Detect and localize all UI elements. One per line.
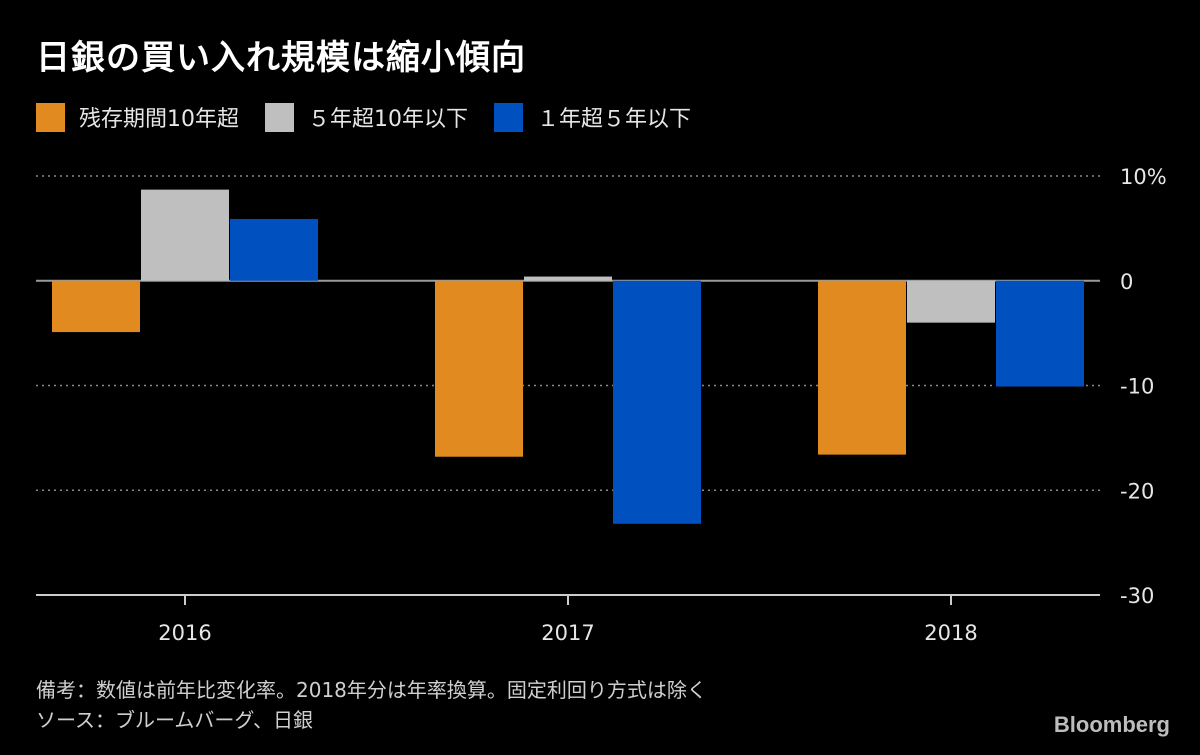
bar-2018-series-3: [996, 280, 1084, 387]
bar-2018-series-1: [818, 280, 906, 455]
legend-swatch-series-2: [265, 102, 294, 132]
x-tick-label: 2018: [924, 621, 977, 645]
bar-2017-series-2: [524, 276, 612, 281]
legend: 残存期間10年超 ５年超10年以下 １年超５年以下: [36, 100, 717, 134]
y-tick-label: -30: [1120, 584, 1154, 608]
legend-item-series-2: ５年超10年以下: [265, 101, 468, 133]
bar-2018-series-2: [907, 280, 995, 323]
bar-2017-series-3: [613, 280, 701, 524]
legend-swatch-series-1: [36, 102, 65, 132]
y-tick-label: -10: [1120, 375, 1154, 399]
y-tick-label: -20: [1120, 479, 1154, 503]
bar-2016-series-3: [230, 218, 318, 281]
legend-swatch-series-3: [494, 102, 523, 132]
y-tick-label: 10%: [1120, 165, 1167, 189]
legend-item-series-3: １年超５年以下: [494, 101, 691, 133]
x-tick-label: 2017: [541, 621, 594, 645]
bar-2016-series-1: [52, 280, 140, 333]
bar-2016-series-2: [141, 189, 229, 281]
chart-title: 日銀の買い入れ規模は縮小傾向: [36, 38, 526, 78]
footnote: 備考：数値は前年比変化率。2018年分は年率換算。固定利回り方式は除く: [36, 678, 707, 702]
legend-label-series-1: 残存期間10年超: [79, 107, 239, 132]
y-tick-label: 0: [1120, 270, 1133, 294]
legend-item-series-1: 残存期間10年超: [36, 101, 239, 133]
legend-label-series-2: ５年超10年以下: [308, 107, 468, 132]
x-tick-label: 2016: [158, 621, 211, 645]
legend-label-series-3: １年超５年以下: [537, 107, 692, 132]
bloomberg-logo: Bloomberg: [1053, 712, 1170, 737]
bar-2017-series-1: [435, 280, 523, 457]
source-note: ソース：ブルームバーグ、日銀: [36, 708, 313, 732]
